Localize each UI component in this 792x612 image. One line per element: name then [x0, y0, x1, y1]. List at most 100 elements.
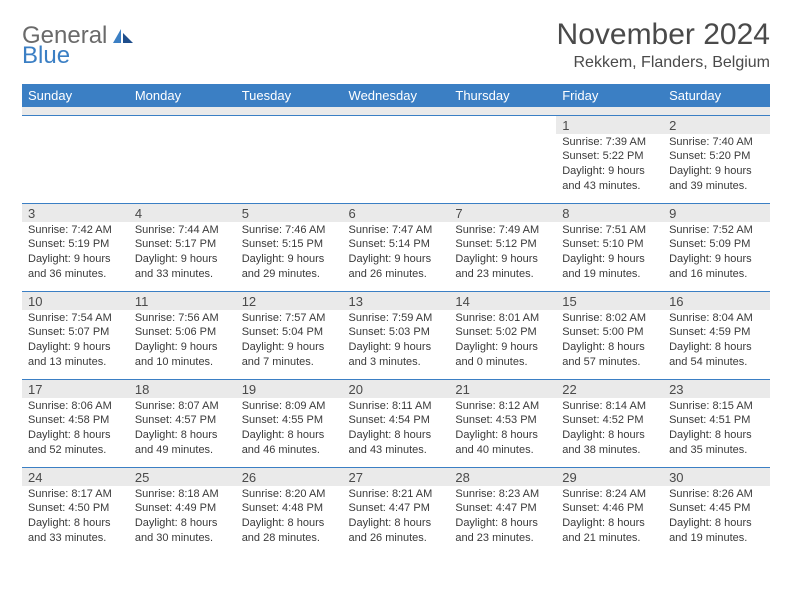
day-cell: 24Sunrise: 8:17 AMSunset: 4:50 PMDayligh… — [22, 467, 129, 555]
day-number: 23 — [663, 380, 770, 398]
day-number: 18 — [129, 380, 236, 398]
logo: General Blue — [22, 18, 135, 68]
day-cell: 14Sunrise: 8:01 AMSunset: 5:02 PMDayligh… — [449, 291, 556, 379]
day-header: Sunday — [22, 84, 129, 107]
spacer-row — [22, 107, 770, 115]
day-number: 5 — [236, 204, 343, 222]
day-number: 27 — [343, 468, 450, 486]
logo-sail-icon — [111, 27, 135, 45]
day-cell: 9Sunrise: 7:52 AMSunset: 5:09 PMDaylight… — [663, 203, 770, 291]
day-info: Sunrise: 7:49 AMSunset: 5:12 PMDaylight:… — [449, 222, 556, 284]
day-info: Sunrise: 8:01 AMSunset: 5:02 PMDaylight:… — [449, 310, 556, 372]
day-info: Sunrise: 8:24 AMSunset: 4:46 PMDaylight:… — [556, 486, 663, 548]
empty-cell — [129, 115, 236, 203]
day-cell: 10Sunrise: 7:54 AMSunset: 5:07 PMDayligh… — [22, 291, 129, 379]
empty-cell — [449, 115, 556, 203]
day-header: Tuesday — [236, 84, 343, 107]
day-cell: 1Sunrise: 7:39 AMSunset: 5:22 PMDaylight… — [556, 115, 663, 203]
day-number: 2 — [663, 116, 770, 134]
day-number: 1 — [556, 116, 663, 134]
empty-cell — [236, 115, 343, 203]
day-info: Sunrise: 8:21 AMSunset: 4:47 PMDaylight:… — [343, 486, 450, 548]
day-info: Sunrise: 8:06 AMSunset: 4:58 PMDaylight:… — [22, 398, 129, 460]
day-info: Sunrise: 8:04 AMSunset: 4:59 PMDaylight:… — [663, 310, 770, 372]
day-info: Sunrise: 8:12 AMSunset: 4:53 PMDaylight:… — [449, 398, 556, 460]
day-number: 8 — [556, 204, 663, 222]
day-cell: 5Sunrise: 7:46 AMSunset: 5:15 PMDaylight… — [236, 203, 343, 291]
location-text: Rekkem, Flanders, Belgium — [557, 54, 770, 72]
day-header-row: SundayMondayTuesdayWednesdayThursdayFrid… — [22, 84, 770, 107]
day-info: Sunrise: 8:02 AMSunset: 5:00 PMDaylight:… — [556, 310, 663, 372]
day-number: 25 — [129, 468, 236, 486]
day-info: Sunrise: 8:15 AMSunset: 4:51 PMDaylight:… — [663, 398, 770, 460]
day-info: Sunrise: 7:59 AMSunset: 5:03 PMDaylight:… — [343, 310, 450, 372]
day-info: Sunrise: 8:23 AMSunset: 4:47 PMDaylight:… — [449, 486, 556, 548]
day-info: Sunrise: 7:51 AMSunset: 5:10 PMDaylight:… — [556, 222, 663, 284]
day-number: 6 — [343, 204, 450, 222]
day-cell: 29Sunrise: 8:24 AMSunset: 4:46 PMDayligh… — [556, 467, 663, 555]
day-info: Sunrise: 8:11 AMSunset: 4:54 PMDaylight:… — [343, 398, 450, 460]
empty-cell — [343, 115, 450, 203]
day-number: 21 — [449, 380, 556, 398]
week-row: 17Sunrise: 8:06 AMSunset: 4:58 PMDayligh… — [22, 379, 770, 467]
day-info: Sunrise: 7:57 AMSunset: 5:04 PMDaylight:… — [236, 310, 343, 372]
day-cell: 3Sunrise: 7:42 AMSunset: 5:19 PMDaylight… — [22, 203, 129, 291]
day-info: Sunrise: 7:39 AMSunset: 5:22 PMDaylight:… — [556, 134, 663, 196]
day-number: 16 — [663, 292, 770, 310]
day-cell: 27Sunrise: 8:21 AMSunset: 4:47 PMDayligh… — [343, 467, 450, 555]
day-info: Sunrise: 7:56 AMSunset: 5:06 PMDaylight:… — [129, 310, 236, 372]
title-block: November 2024 Rekkem, Flanders, Belgium — [557, 18, 770, 72]
day-cell: 2Sunrise: 7:40 AMSunset: 5:20 PMDaylight… — [663, 115, 770, 203]
day-header: Saturday — [663, 84, 770, 107]
day-info: Sunrise: 8:09 AMSunset: 4:55 PMDaylight:… — [236, 398, 343, 460]
day-cell: 8Sunrise: 7:51 AMSunset: 5:10 PMDaylight… — [556, 203, 663, 291]
day-number: 14 — [449, 292, 556, 310]
day-cell: 25Sunrise: 8:18 AMSunset: 4:49 PMDayligh… — [129, 467, 236, 555]
week-row: 10Sunrise: 7:54 AMSunset: 5:07 PMDayligh… — [22, 291, 770, 379]
week-row: 3Sunrise: 7:42 AMSunset: 5:19 PMDaylight… — [22, 203, 770, 291]
day-cell: 7Sunrise: 7:49 AMSunset: 5:12 PMDaylight… — [449, 203, 556, 291]
day-number: 20 — [343, 380, 450, 398]
day-info: Sunrise: 8:07 AMSunset: 4:57 PMDaylight:… — [129, 398, 236, 460]
day-info: Sunrise: 7:46 AMSunset: 5:15 PMDaylight:… — [236, 222, 343, 284]
day-number: 13 — [343, 292, 450, 310]
day-info: Sunrise: 7:52 AMSunset: 5:09 PMDaylight:… — [663, 222, 770, 284]
day-cell: 22Sunrise: 8:14 AMSunset: 4:52 PMDayligh… — [556, 379, 663, 467]
day-number: 15 — [556, 292, 663, 310]
week-row: 1Sunrise: 7:39 AMSunset: 5:22 PMDaylight… — [22, 115, 770, 203]
day-number: 3 — [22, 204, 129, 222]
day-cell: 4Sunrise: 7:44 AMSunset: 5:17 PMDaylight… — [129, 203, 236, 291]
day-info: Sunrise: 8:26 AMSunset: 4:45 PMDaylight:… — [663, 486, 770, 548]
day-number: 4 — [129, 204, 236, 222]
day-cell: 21Sunrise: 8:12 AMSunset: 4:53 PMDayligh… — [449, 379, 556, 467]
day-cell: 23Sunrise: 8:15 AMSunset: 4:51 PMDayligh… — [663, 379, 770, 467]
day-number: 30 — [663, 468, 770, 486]
day-info: Sunrise: 8:17 AMSunset: 4:50 PMDaylight:… — [22, 486, 129, 548]
day-info: Sunrise: 7:44 AMSunset: 5:17 PMDaylight:… — [129, 222, 236, 284]
day-cell: 13Sunrise: 7:59 AMSunset: 5:03 PMDayligh… — [343, 291, 450, 379]
day-header: Wednesday — [343, 84, 450, 107]
day-number: 9 — [663, 204, 770, 222]
day-cell: 26Sunrise: 8:20 AMSunset: 4:48 PMDayligh… — [236, 467, 343, 555]
day-info: Sunrise: 7:40 AMSunset: 5:20 PMDaylight:… — [663, 134, 770, 196]
day-number: 11 — [129, 292, 236, 310]
day-cell: 17Sunrise: 8:06 AMSunset: 4:58 PMDayligh… — [22, 379, 129, 467]
calendar-table: SundayMondayTuesdayWednesdayThursdayFrid… — [22, 84, 770, 555]
empty-cell — [22, 115, 129, 203]
day-info: Sunrise: 7:54 AMSunset: 5:07 PMDaylight:… — [22, 310, 129, 372]
day-number: 10 — [22, 292, 129, 310]
day-number: 28 — [449, 468, 556, 486]
day-cell: 20Sunrise: 8:11 AMSunset: 4:54 PMDayligh… — [343, 379, 450, 467]
day-cell: 28Sunrise: 8:23 AMSunset: 4:47 PMDayligh… — [449, 467, 556, 555]
day-number: 12 — [236, 292, 343, 310]
day-number: 7 — [449, 204, 556, 222]
day-cell: 6Sunrise: 7:47 AMSunset: 5:14 PMDaylight… — [343, 203, 450, 291]
day-cell: 18Sunrise: 8:07 AMSunset: 4:57 PMDayligh… — [129, 379, 236, 467]
week-row: 24Sunrise: 8:17 AMSunset: 4:50 PMDayligh… — [22, 467, 770, 555]
day-cell: 19Sunrise: 8:09 AMSunset: 4:55 PMDayligh… — [236, 379, 343, 467]
day-info: Sunrise: 8:14 AMSunset: 4:52 PMDaylight:… — [556, 398, 663, 460]
header: General Blue November 2024 Rekkem, Fland… — [22, 18, 770, 76]
day-header: Monday — [129, 84, 236, 107]
day-info: Sunrise: 7:47 AMSunset: 5:14 PMDaylight:… — [343, 222, 450, 284]
logo-text-bottom: Blue — [22, 44, 135, 68]
